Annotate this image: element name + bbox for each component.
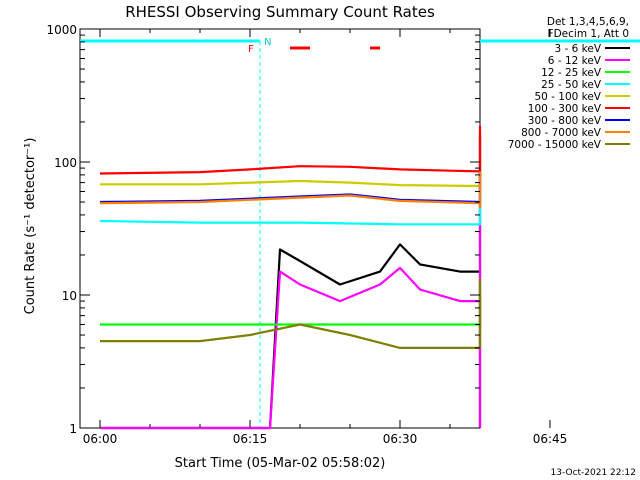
series-line-3 xyxy=(100,293,482,330)
legend-label: 7000 - 15000 keV xyxy=(508,139,602,151)
legend-label: 300 - 800 keV xyxy=(528,115,602,127)
timestamp: 13-Oct-2021 22:12 xyxy=(551,468,636,478)
series-layer xyxy=(99,125,482,430)
axes-layer: 06:0006:1506:3006:4507:0007:1507:3011010… xyxy=(46,23,568,446)
legend-label: 3 - 6 keV xyxy=(554,43,601,55)
series-line-6 xyxy=(99,125,482,178)
y-axis-label: Count Rate (s⁻¹ detector⁻¹) xyxy=(23,138,38,315)
plot-frame xyxy=(79,28,481,429)
x-tick-label: 06:30 xyxy=(383,432,418,446)
y-tick-label: 1 xyxy=(69,422,77,436)
legend-header-line: Det 1,3,4,5,6,9, xyxy=(547,16,629,28)
x-tick-label: 06:15 xyxy=(233,432,268,446)
x-axis-label: Start Time (05-Mar-02 05:58:02) xyxy=(175,456,386,471)
series-line-4 xyxy=(99,190,482,226)
series-line-8 xyxy=(99,171,482,209)
legend-label: 800 - 7000 keV xyxy=(521,127,602,139)
night-flag-label: N xyxy=(264,37,271,48)
plot-border xyxy=(79,28,481,429)
legend-label: 50 - 100 keV xyxy=(534,91,601,103)
legend-label: 6 - 12 keV xyxy=(548,55,602,67)
legend-label: 100 - 300 keV xyxy=(528,103,602,115)
y-tick-label: 1000 xyxy=(46,23,77,37)
flare-flag-label: F xyxy=(248,44,254,55)
chart-title: RHESSI Observing Summary Count Rates xyxy=(125,3,435,21)
x-tick-label: 06:00 xyxy=(83,432,118,446)
legend-label: 12 - 25 keV xyxy=(541,67,602,79)
series-line-5 xyxy=(100,160,482,188)
series-line-1 xyxy=(100,133,482,430)
legend-label: 25 - 50 keV xyxy=(541,79,602,91)
legend: Det 1,3,4,5,6,9,FDecim 1, Att 0 3 - 6 keV… xyxy=(508,16,630,151)
legend-header-line: FDecim 1, Att 0 xyxy=(548,28,629,40)
y-tick-label: 10 xyxy=(62,289,77,303)
x-tick-label: 06:45 xyxy=(533,432,568,446)
flags-layer: NF xyxy=(80,37,640,428)
y-tick-label: 100 xyxy=(54,156,77,170)
